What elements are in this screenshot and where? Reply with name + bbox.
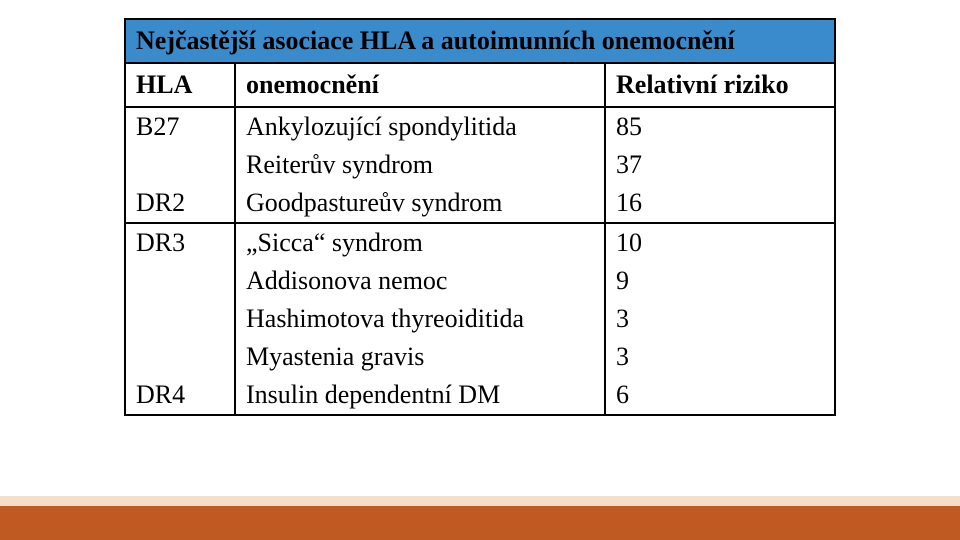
table-row: DR4 Insulin dependentní DM 6 <box>125 376 835 415</box>
cell-disease: Myastenia gravis <box>235 338 605 376</box>
cell-risk: 16 <box>605 184 835 223</box>
cell-risk: 3 <box>605 300 835 338</box>
cell-hla: DR2 <box>125 184 235 223</box>
cell-risk: 85 <box>605 107 835 146</box>
cell-disease: „Sicca“ syndrom <box>235 223 605 262</box>
cell-risk: 3 <box>605 338 835 376</box>
table-title-row: Nejčastější asociace HLA a autoimunních … <box>125 19 835 63</box>
table-row: DR2 Goodpastureův syndrom 16 <box>125 184 835 223</box>
table-row: B27 Ankylozující spondylitida 85 <box>125 107 835 146</box>
col-header-disease: onemocnění <box>235 63 605 107</box>
table-row: Myastenia gravis 3 <box>125 338 835 376</box>
table-row: DR3 „Sicca“ syndrom 10 <box>125 223 835 262</box>
col-header-risk: Relativní riziko <box>605 63 835 107</box>
cell-risk: 10 <box>605 223 835 262</box>
footer-accent-main <box>0 506 960 540</box>
cell-risk: 6 <box>605 376 835 415</box>
table-row: Addisonova nemoc 9 <box>125 262 835 300</box>
footer-bar <box>0 496 960 540</box>
cell-disease: Addisonova nemoc <box>235 262 605 300</box>
hla-table: Nejčastější asociace HLA a autoimunních … <box>124 18 836 416</box>
cell-risk: 9 <box>605 262 835 300</box>
table-header-row: HLA onemocnění Relativní riziko <box>125 63 835 107</box>
cell-hla <box>125 300 235 338</box>
cell-hla <box>125 146 235 184</box>
slide: Nejčastější asociace HLA a autoimunních … <box>0 0 960 540</box>
table-row: Hashimotova thyreoiditida 3 <box>125 300 835 338</box>
cell-disease: Hashimotova thyreoiditida <box>235 300 605 338</box>
cell-disease: Reiterův syndrom <box>235 146 605 184</box>
col-header-hla: HLA <box>125 63 235 107</box>
cell-hla <box>125 262 235 300</box>
cell-hla: DR3 <box>125 223 235 262</box>
cell-disease: Ankylozující spondylitida <box>235 107 605 146</box>
cell-hla: DR4 <box>125 376 235 415</box>
cell-hla <box>125 338 235 376</box>
cell-disease: Insulin dependentní DM <box>235 376 605 415</box>
footer-accent-top <box>0 496 960 506</box>
cell-hla: B27 <box>125 107 235 146</box>
table-title: Nejčastější asociace HLA a autoimunních … <box>125 19 835 63</box>
table-row: Reiterův syndrom 37 <box>125 146 835 184</box>
cell-disease: Goodpastureův syndrom <box>235 184 605 223</box>
cell-risk: 37 <box>605 146 835 184</box>
